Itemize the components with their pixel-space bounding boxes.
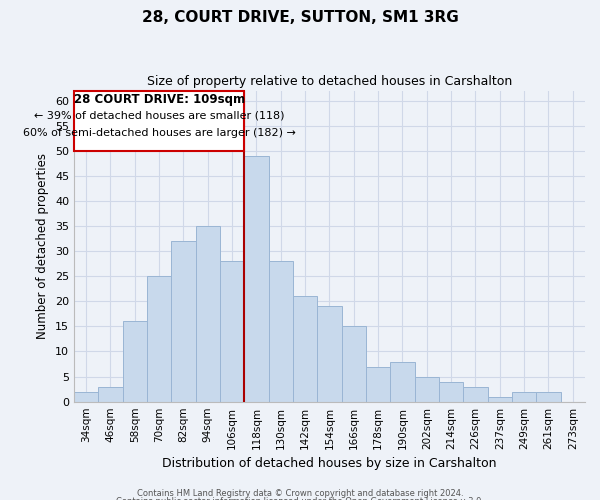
- Bar: [463, 386, 488, 402]
- Text: Contains public sector information licensed under the Open Government Licence v : Contains public sector information licen…: [116, 497, 484, 500]
- Bar: [269, 261, 293, 402]
- Bar: [366, 366, 391, 402]
- Bar: [293, 296, 317, 402]
- Bar: [391, 362, 415, 402]
- Bar: [512, 392, 536, 402]
- Bar: [74, 392, 98, 402]
- Bar: [488, 396, 512, 402]
- Bar: [341, 326, 366, 402]
- Bar: [220, 261, 244, 402]
- Bar: [147, 276, 171, 402]
- Bar: [415, 376, 439, 402]
- Title: Size of property relative to detached houses in Carshalton: Size of property relative to detached ho…: [147, 75, 512, 88]
- Bar: [439, 382, 463, 402]
- FancyBboxPatch shape: [74, 90, 244, 151]
- Text: 60% of semi-detached houses are larger (182) →: 60% of semi-detached houses are larger (…: [23, 128, 296, 138]
- Bar: [196, 226, 220, 402]
- Bar: [536, 392, 560, 402]
- Y-axis label: Number of detached properties: Number of detached properties: [37, 153, 49, 339]
- Text: Contains HM Land Registry data © Crown copyright and database right 2024.: Contains HM Land Registry data © Crown c…: [137, 488, 463, 498]
- Bar: [122, 322, 147, 402]
- Bar: [98, 386, 122, 402]
- Bar: [171, 241, 196, 402]
- Bar: [244, 156, 269, 402]
- Text: 28, COURT DRIVE, SUTTON, SM1 3RG: 28, COURT DRIVE, SUTTON, SM1 3RG: [142, 10, 458, 25]
- X-axis label: Distribution of detached houses by size in Carshalton: Distribution of detached houses by size …: [162, 457, 497, 470]
- Bar: [317, 306, 341, 402]
- Text: ← 39% of detached houses are smaller (118): ← 39% of detached houses are smaller (11…: [34, 110, 284, 120]
- Text: 28 COURT DRIVE: 109sqm: 28 COURT DRIVE: 109sqm: [74, 93, 245, 106]
